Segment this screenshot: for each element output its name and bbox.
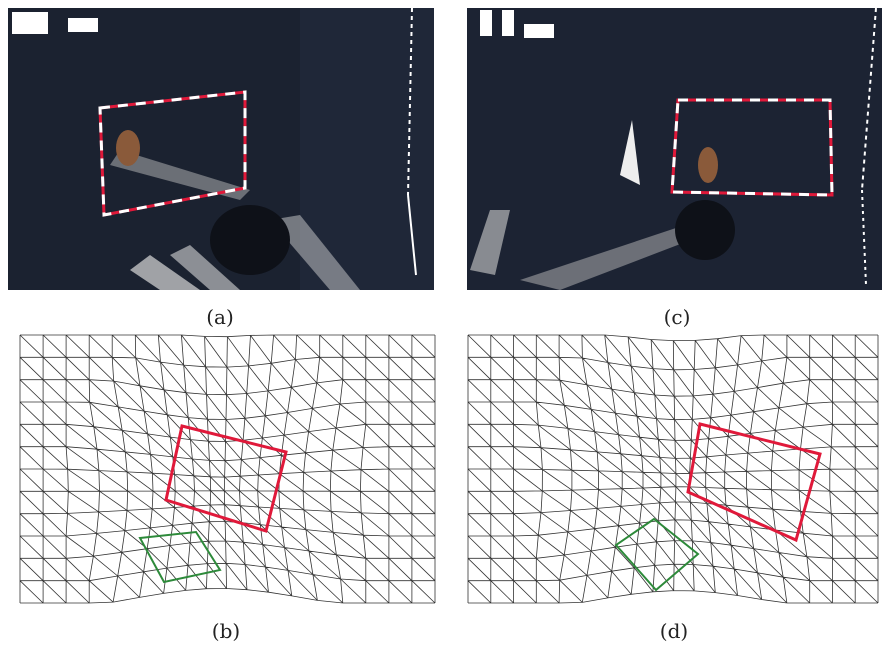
panel-label: (c)	[664, 305, 691, 329]
marker	[480, 10, 492, 36]
object	[698, 147, 718, 183]
object-shadow	[210, 205, 290, 275]
photo-a	[8, 8, 434, 290]
marker	[524, 24, 554, 38]
marker	[502, 10, 514, 36]
panel-label: (a)	[206, 305, 234, 329]
object-shadow	[675, 200, 735, 260]
marker	[68, 18, 98, 32]
marker	[12, 12, 48, 34]
red-quad	[688, 424, 820, 540]
mesh-b	[20, 335, 435, 603]
page: (a) (c) (b) (d) (() => { const data = JS…	[0, 0, 884, 648]
mesh-lines	[20, 335, 435, 603]
figure: (a) (c) (b) (d)	[0, 0, 884, 648]
panel-label: (d)	[660, 619, 688, 643]
object	[116, 130, 140, 166]
photo-c	[467, 8, 882, 290]
panel-label: (b)	[212, 619, 240, 643]
